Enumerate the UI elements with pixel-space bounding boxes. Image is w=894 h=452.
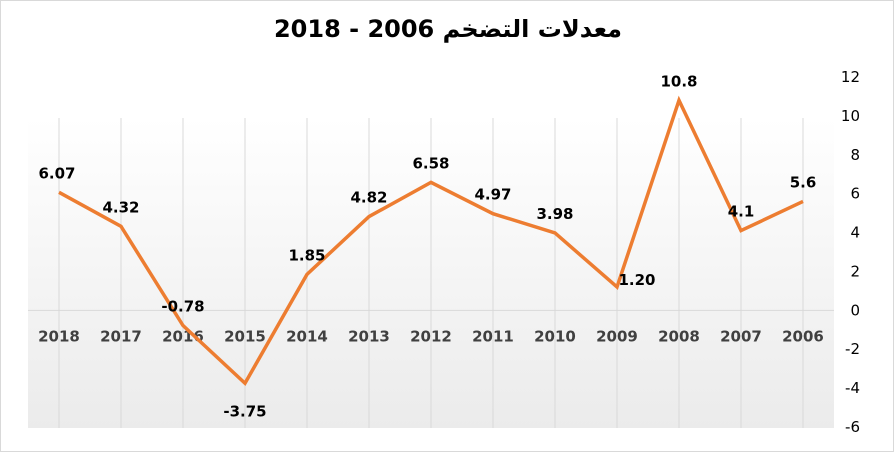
- data-label-2013: 4.82: [350, 189, 387, 207]
- y-tick-8: 8: [850, 146, 860, 164]
- data-label-2016: -0.78: [161, 298, 204, 316]
- y-tick-4: 4: [850, 224, 860, 242]
- x-tick-2012: 2012: [410, 327, 452, 345]
- x-tick-2008: 2008: [658, 327, 700, 345]
- x-tick-2018: 2018: [38, 327, 80, 345]
- data-label-2014: 1.85: [288, 246, 325, 264]
- data-label-2015: -3.75: [223, 402, 266, 420]
- data-label-2017: 4.32: [102, 198, 139, 216]
- y-tick--4: -4: [845, 379, 860, 397]
- x-axis: 2018 2017 2016 2015 2014 2013 2012 2011 2010 2009…: [38, 327, 824, 345]
- data-label-2011: 4.97: [474, 186, 511, 204]
- y-tick-2: 2: [850, 262, 860, 280]
- data-label-2009: 1.20: [618, 271, 655, 289]
- data-label-2006: 5.6: [790, 173, 817, 191]
- data-label-2007: 4.1: [728, 203, 755, 221]
- x-tick-2017: 2017: [100, 327, 142, 345]
- data-labels: 6.07 4.32 -0.78 -3.75 1.85 4.82 6.58 4.97 3.98 1.…: [38, 72, 816, 420]
- y-axis: -6 -4 -2 0 2 4 6 8 10 12: [841, 68, 860, 436]
- y-tick-6: 6: [850, 185, 860, 203]
- x-tick-2007: 2007: [720, 327, 762, 345]
- y-tick-0: 0: [850, 301, 860, 319]
- x-tick-2013: 2013: [348, 327, 390, 345]
- x-tick-2011: 2011: [472, 327, 514, 345]
- x-tick-2016: 2016: [162, 327, 204, 345]
- x-tick-2015: 2015: [224, 327, 266, 345]
- y-tick--6: -6: [845, 418, 860, 436]
- data-label-2018: 6.07: [38, 164, 75, 182]
- y-tick-12: 12: [841, 68, 860, 86]
- y-tick-10: 10: [841, 107, 860, 125]
- x-tick-2009: 2009: [596, 327, 638, 345]
- x-tick-2006: 2006: [782, 327, 824, 345]
- data-label-2012: 6.58: [412, 154, 449, 172]
- gridlines: [58, 118, 804, 428]
- data-label-2008: 10.8: [660, 72, 697, 90]
- y-tick--2: -2: [845, 340, 860, 358]
- x-tick-2010: 2010: [534, 327, 576, 345]
- chart-title: معدلات التضخم 2006 - 2018: [273, 15, 623, 43]
- x-tick-2014: 2014: [286, 327, 328, 345]
- inflation-series-line: [58, 95, 804, 387]
- data-label-2010: 3.98: [536, 205, 573, 223]
